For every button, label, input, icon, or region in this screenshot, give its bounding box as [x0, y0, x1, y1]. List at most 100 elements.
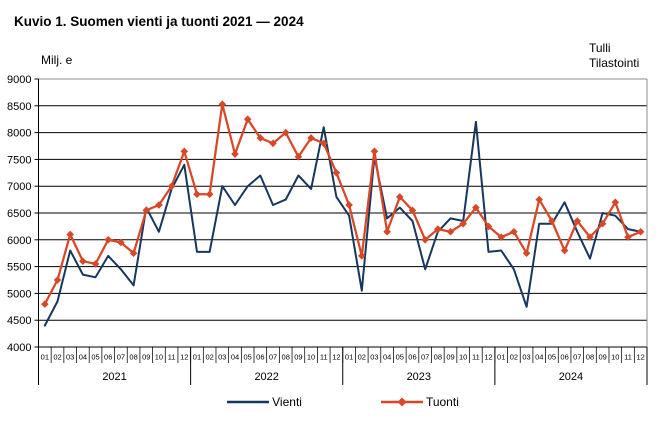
month-label: 04 — [535, 353, 543, 362]
y-axis-label: 5000 — [7, 288, 31, 300]
tuonti-marker — [408, 206, 417, 215]
month-label: 07 — [117, 353, 125, 362]
month-label: 08 — [282, 353, 290, 362]
tuonti-marker — [41, 300, 49, 308]
month-label: 08 — [434, 353, 442, 362]
y-axis-unit-label: Milj. e — [41, 53, 73, 67]
tuonti-marker — [497, 233, 506, 241]
legend-label-tuonti: Tuonti — [425, 395, 459, 409]
tuonti-marker — [231, 150, 239, 158]
tuonti-marker — [117, 238, 125, 247]
y-axis-label: 6500 — [7, 208, 31, 220]
y-axis-label: 5500 — [7, 262, 31, 274]
month-label: 12 — [180, 353, 188, 362]
month-label: 03 — [218, 353, 226, 362]
y-axis-label: 4000 — [7, 342, 31, 354]
tuonti-marker — [548, 217, 556, 225]
tuonti-marker — [383, 227, 391, 236]
month-label: 05 — [548, 353, 556, 362]
month-label: 11 — [472, 353, 480, 362]
month-label: 10 — [611, 353, 619, 362]
year-label: 2021 — [102, 371, 126, 383]
month-label: 07 — [269, 353, 277, 362]
month-label: 11 — [320, 353, 328, 362]
y-axis-label: 4500 — [7, 315, 31, 327]
month-label: 01 — [345, 353, 353, 362]
tuonti-marker — [446, 227, 455, 236]
month-label: 02 — [205, 353, 213, 362]
month-label: 04 — [79, 353, 87, 362]
month-label: 02 — [510, 353, 518, 362]
month-label: 11 — [624, 353, 632, 362]
tuonti-marker — [256, 134, 265, 142]
month-label: 09 — [598, 353, 606, 362]
month-label: 05 — [244, 353, 252, 362]
tuonti-marker — [560, 246, 569, 255]
tuonti-marker — [319, 139, 328, 148]
tuonti-marker — [357, 252, 366, 260]
month-label: 08 — [129, 353, 137, 362]
tuonti-marker — [307, 134, 315, 142]
tuonti-marker — [218, 100, 227, 108]
series-line-tuonti — [43, 103, 642, 306]
tuonti-marker — [205, 190, 214, 199]
tuonti-marker — [66, 230, 74, 239]
month-label: 09 — [446, 353, 454, 362]
tuonti-marker — [269, 139, 277, 148]
month-label: 10 — [307, 353, 315, 362]
month-label: 10 — [155, 353, 163, 362]
tuonti-marker — [79, 257, 87, 266]
tuonti-line-swatch — [380, 397, 423, 407]
tuonti-marker — [180, 147, 189, 156]
tuonti-marker — [636, 227, 645, 236]
vienti-line-swatch — [227, 400, 270, 404]
y-axis-label: 7000 — [7, 181, 31, 193]
month-label: 06 — [560, 353, 568, 362]
legend-item-tuonti: Tuonti — [380, 395, 459, 409]
tuonti-marker — [345, 201, 353, 209]
month-label: 05 — [396, 353, 404, 362]
tuonti-marker — [370, 147, 379, 156]
tuonti-marker — [294, 152, 303, 161]
month-label: 06 — [408, 353, 416, 362]
source-line-2: Tilastointi — [589, 56, 640, 70]
legend: Vienti Tuonti — [38, 395, 647, 409]
tuonti-marker — [472, 203, 480, 212]
tuonti-marker — [167, 182, 176, 190]
month-label: 03 — [66, 353, 74, 362]
month-label: 06 — [256, 353, 264, 362]
tuonti-marker — [142, 206, 151, 215]
month-label: 09 — [142, 353, 150, 362]
legend-label-vienti: Vienti — [272, 395, 302, 409]
month-label: 09 — [294, 353, 302, 362]
tuonti-marker — [193, 190, 201, 199]
tuonti-marker — [484, 222, 493, 231]
month-label: 11 — [168, 353, 176, 362]
tuonti-marker — [395, 193, 404, 201]
tuonti-marker — [421, 236, 429, 244]
source-attribution: Tulli Tilastointi — [589, 41, 639, 71]
month-label: 03 — [522, 353, 530, 362]
y-axis-label: 8500 — [7, 101, 31, 113]
tuonti-marker — [611, 198, 620, 207]
tuonti-marker — [332, 169, 341, 177]
month-label: 07 — [421, 353, 429, 362]
month-label: 04 — [383, 353, 391, 362]
legend-item-vienti: Vienti — [226, 395, 302, 409]
tuonti-marker — [573, 217, 582, 225]
month-label: 05 — [91, 353, 99, 362]
year-label: 2024 — [559, 371, 583, 383]
tuonti-marker — [598, 219, 607, 228]
month-label: 01 — [41, 353, 49, 362]
tuonti-marker — [104, 236, 113, 244]
month-label: 01 — [193, 353, 201, 362]
y-axis-label: 6000 — [7, 235, 31, 247]
tuonti-marker — [243, 115, 252, 123]
month-label: 07 — [573, 353, 581, 362]
year-label: 2022 — [254, 371, 278, 383]
month-label: 02 — [358, 353, 366, 362]
tuonti-marker — [586, 233, 594, 241]
month-label: 02 — [53, 353, 61, 362]
tuonti-marker — [281, 128, 290, 137]
